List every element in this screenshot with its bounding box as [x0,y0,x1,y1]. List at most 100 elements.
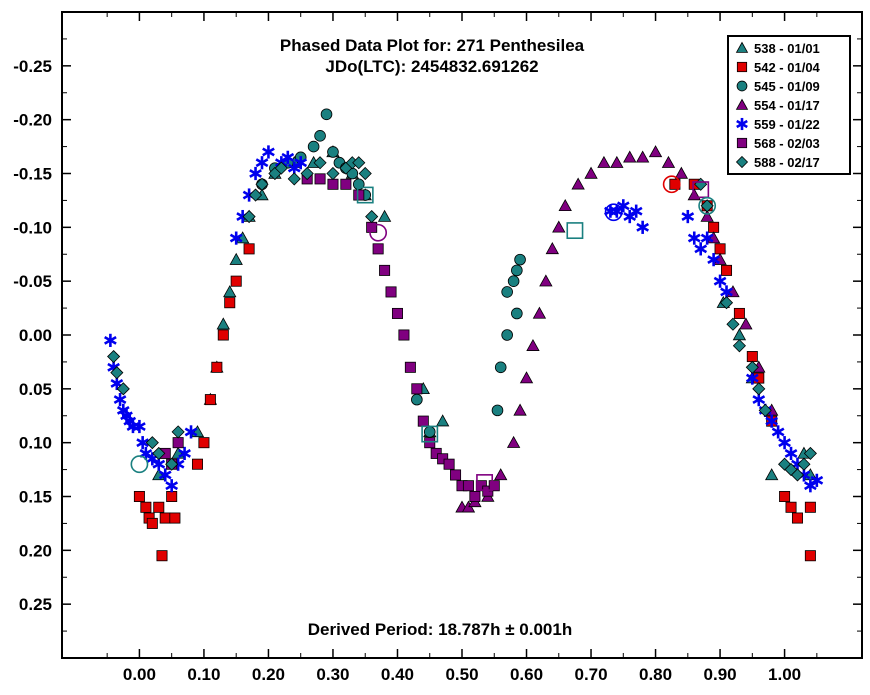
point-588 [107,349,121,364]
legend-marker [735,155,749,169]
open-marker [698,196,717,215]
point-588 [116,382,130,396]
point-568 [443,458,455,470]
point-588 [752,382,766,396]
point-559 [262,145,275,159]
point-568 [385,286,397,298]
point-542 [204,394,216,406]
open-marker [369,223,388,242]
point-554 [552,220,566,233]
point-545 [327,146,339,158]
x-tick-label: 0.20 [252,665,285,684]
star-stroke [745,373,759,383]
chart-title: Phased Data Plot for: 271 Penthesilea [280,36,585,55]
point-542 [217,329,229,341]
point-588 [352,156,366,170]
star-stroke [736,119,748,129]
point-538 [216,317,230,330]
point-568 [450,469,462,481]
point-542 [753,372,765,384]
star-stroke [113,395,127,405]
point-588 [700,199,714,213]
point-588 [745,360,759,374]
point-559 [694,242,708,256]
star-stroke [707,255,720,265]
point-545 [494,361,507,374]
point-568 [424,437,436,449]
point-559 [281,150,295,164]
y-tick-label: 0.15 [19,488,52,507]
point-559 [707,253,720,267]
point-554 [584,166,598,179]
point-545 [511,264,523,277]
y-tick-label: -0.10 [13,218,52,237]
legend-marker [736,117,748,131]
point-554 [519,371,534,384]
point-545 [507,275,520,287]
point-559 [681,209,695,224]
star-stroke [804,481,817,491]
point-568 [353,189,365,201]
point-559 [636,220,650,234]
point-559 [765,414,779,428]
legend-label: 538 - 01/01 [754,41,820,56]
point-545 [491,404,504,417]
point-542 [169,512,181,524]
point-542 [708,221,720,233]
point-559 [616,199,630,213]
point-554 [545,242,560,255]
point-588 [732,339,746,353]
point-554 [494,468,508,481]
point-588 [726,317,740,331]
star-stroke [249,169,262,178]
star-stroke [629,206,643,216]
point-559 [294,156,308,170]
point-545 [501,329,513,341]
point-542 [224,297,236,309]
point-588 [313,156,327,170]
point-542 [746,351,758,363]
star-stroke [229,233,243,243]
point-559 [165,479,179,493]
point-554 [661,155,676,168]
point-559 [136,436,150,450]
point-568 [314,173,326,185]
point-588 [300,166,314,181]
session-start-markers [130,175,717,491]
x-tick-label: 0.00 [123,665,156,684]
x-tick-label: 1.00 [768,665,801,684]
point-554 [700,209,714,222]
chart-subtitle: JDo(LTC): 2454832.691262 [325,57,538,76]
point-568 [462,480,474,492]
star-stroke [123,416,137,426]
legend-marker [735,41,749,53]
legend-marker [736,61,748,73]
point-542 [779,490,791,502]
star-stroke [104,335,117,345]
star-stroke [778,438,791,448]
point-559 [113,393,127,407]
x-tick-label: 0.50 [445,665,478,684]
star-stroke [110,379,124,388]
open-marker [356,186,374,204]
point-542 [153,501,165,513]
point-588 [797,457,811,471]
star-stroke [136,438,150,448]
star-stroke [771,427,785,437]
point-588 [242,210,256,224]
point-568 [172,437,184,449]
point-538 [764,468,779,481]
star-stroke [184,427,198,437]
point-559 [178,446,191,461]
point-554 [610,155,624,168]
open-marker [604,203,623,222]
star-stroke [784,449,798,458]
point-559 [700,231,714,245]
point-588 [152,446,166,460]
y-axis-tick-labels: -0.25 -0.20 -0.15 -0.10 -0.05 0.00 0.05 0.10 0.1… [13,57,52,614]
point-554 [597,155,611,168]
point-568 [391,307,403,319]
point-542 [159,512,171,524]
legend-label: 542 - 01/04 [754,60,821,75]
point-588 [358,166,372,181]
